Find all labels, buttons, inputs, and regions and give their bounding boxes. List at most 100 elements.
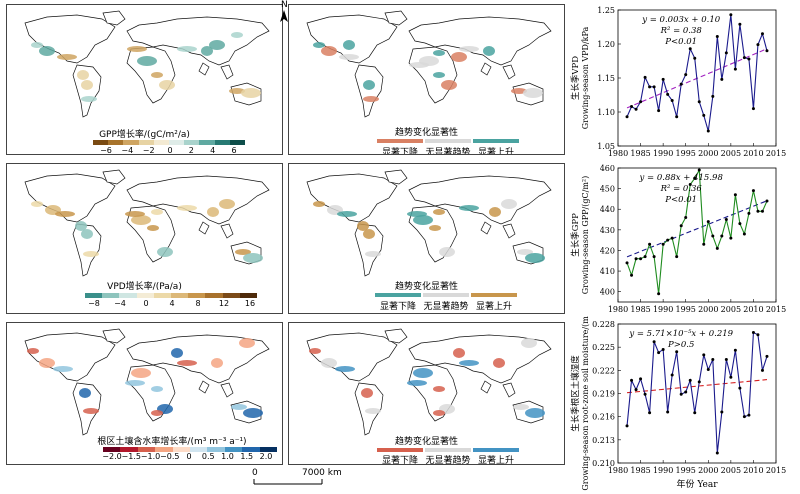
data-point — [688, 378, 692, 382]
y-tick-label: 460 — [600, 164, 615, 173]
trend-line — [626, 379, 768, 394]
x-tick-label: 1995 — [676, 149, 696, 158]
colorbar-swatch — [184, 140, 200, 145]
data-point — [670, 236, 674, 240]
vpd-trend-colorbar — [85, 293, 258, 298]
colorbar-swatch — [137, 447, 156, 452]
legend-label: 无显著趋势 — [425, 456, 471, 465]
colorbar-tick: −1.5 — [121, 452, 141, 461]
y-tick-label: 400 — [600, 288, 615, 297]
landmass-outline — [384, 10, 408, 26]
trend-patch — [83, 251, 99, 257]
x-tick-label: 1995 — [676, 466, 696, 475]
scale-bar-line — [253, 479, 323, 485]
data-point — [765, 49, 769, 53]
x-tick-label: 2010 — [743, 149, 763, 158]
world-map — [24, 10, 270, 118]
regression-equation: y = 0.003x + 0.10 — [641, 15, 720, 25]
trend-patch — [309, 348, 321, 354]
data-point — [679, 82, 683, 86]
trend-patch — [79, 388, 91, 398]
trend-patch — [131, 368, 151, 378]
data-point — [634, 107, 638, 111]
data-point — [684, 390, 688, 394]
landmass-outline — [306, 332, 398, 382]
legend-label: 显著下降 — [381, 456, 419, 465]
trend-patch — [151, 386, 163, 392]
trend-patch — [231, 404, 247, 410]
map-vpd-trend: VPD增长率/(Pa/a) −8 −4 0 4 8 12 16 — [6, 163, 283, 314]
data-point — [711, 94, 715, 98]
trend-patch — [235, 249, 251, 255]
trend-patch — [433, 72, 445, 78]
map-gpp-trend: GPP增长率/(gC/m²/a) −6 −4 −2 0 2 4 6 — [6, 4, 283, 155]
legend-swatch — [377, 139, 423, 143]
trend-patch — [321, 46, 337, 56]
map-gpp-significance: 趋势变化显著性 显著下降 无显著趋势 显著上升 — [288, 4, 565, 155]
landmass-outline — [408, 16, 552, 66]
x-tick-label: 2005 — [721, 466, 741, 475]
data-point — [679, 392, 683, 396]
trend-patch — [239, 338, 255, 348]
sm-trend-colorbar — [103, 447, 278, 452]
trend-patch — [483, 46, 495, 56]
data-point — [666, 410, 670, 414]
data-point — [697, 168, 701, 172]
landmass-outline — [102, 10, 126, 26]
gpp-sig-caption: 趋势变化显著性 — [394, 128, 458, 138]
colorbar-swatch — [171, 293, 189, 298]
data-point — [697, 380, 701, 384]
trend-patch — [521, 338, 537, 348]
landmass-outline — [354, 223, 384, 277]
trend-patch — [357, 221, 369, 231]
data-point — [702, 353, 706, 357]
data-point — [751, 107, 755, 111]
map-vpd-significance: 趋势变化显著性 显著下降 无显著趋势 显著上升 — [288, 163, 565, 314]
colorbar-tick: −4 — [121, 146, 134, 155]
data-point — [760, 209, 764, 213]
legend-swatch — [375, 293, 421, 297]
colorbar-swatch — [93, 140, 109, 145]
data-point — [760, 32, 764, 36]
legend-swatch — [473, 448, 519, 452]
colorbar-tick: −8 — [88, 299, 100, 308]
trend-patch — [413, 368, 433, 378]
data-point — [747, 413, 751, 417]
data-point — [670, 98, 674, 102]
landmass-outline — [102, 328, 126, 344]
trend-patch — [39, 46, 55, 56]
data-point — [702, 242, 706, 246]
colorbar-swatch — [205, 293, 223, 298]
landmass-outline — [102, 169, 126, 185]
p-value: P>0.5 — [667, 340, 694, 350]
trend-patch — [53, 366, 73, 372]
landmass-outline — [198, 380, 210, 394]
data-point — [634, 257, 638, 261]
colorbar-swatch — [119, 293, 137, 298]
y-axis-label-cn: 生长季VPD — [570, 56, 581, 100]
regression-equation: y = 5.71×10⁻⁵x + 0.219 — [628, 329, 733, 339]
colorbar-tick: 8 — [195, 299, 201, 308]
trend-patch — [511, 88, 527, 94]
x-tick-label: 2000 — [698, 466, 718, 475]
y-tick-label: 0.216 — [592, 413, 615, 422]
data-point — [729, 375, 733, 379]
colorbar-swatch — [259, 447, 278, 452]
colorbar-swatch — [153, 293, 172, 298]
data-point — [657, 351, 661, 355]
x-tick-label: 1985 — [630, 305, 650, 314]
landmass-outline — [480, 221, 492, 235]
trend-patch — [433, 410, 445, 416]
data-point — [639, 100, 643, 104]
colorbar-swatch — [207, 447, 225, 452]
x-tick-label: 1980 — [608, 149, 628, 158]
colorbar-swatch — [153, 140, 170, 145]
x-tick-label: 2005 — [721, 305, 741, 314]
trend-patch — [365, 251, 381, 257]
data-point — [760, 368, 764, 372]
trend-patch — [361, 388, 373, 398]
trend-patch — [517, 249, 533, 255]
y-tick-label: 0.219 — [592, 390, 615, 399]
data-point — [661, 347, 665, 351]
